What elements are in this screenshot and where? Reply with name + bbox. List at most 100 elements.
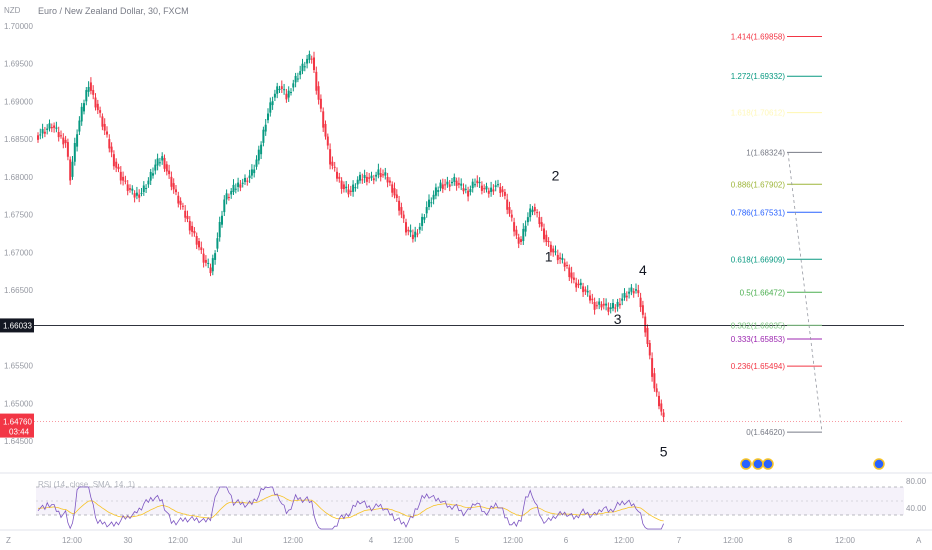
- candle-body: [101, 116, 104, 127]
- candle-body: [179, 200, 182, 205]
- candle-body: [138, 194, 141, 198]
- candle-body: [547, 241, 550, 243]
- x-tick-label: 6: [564, 536, 569, 545]
- candle-body: [423, 216, 426, 220]
- candle-body: [370, 175, 373, 178]
- candle-body: [538, 217, 541, 224]
- right-corner-label[interactable]: A: [916, 536, 922, 545]
- candle-body: [467, 190, 470, 197]
- candle-body: [211, 258, 214, 272]
- candle-body: [524, 225, 527, 232]
- candle-body: [460, 183, 463, 186]
- candle-body: [333, 166, 336, 168]
- candle-body: [170, 176, 173, 187]
- candle-body: [239, 184, 242, 188]
- candle-body: [161, 156, 164, 161]
- candle-body: [515, 229, 518, 236]
- candle-body: [83, 103, 85, 112]
- candle-body: [96, 103, 99, 111]
- candle-body: [637, 290, 640, 294]
- fib-level-label: 1.272(1.69332): [731, 72, 786, 81]
- candle-body: [135, 192, 138, 196]
- candle-body: [85, 90, 88, 102]
- candle-body: [522, 228, 525, 242]
- candle-body: [655, 388, 658, 393]
- candle-body: [639, 297, 642, 308]
- candle-body: [48, 123, 51, 129]
- candle-body: [271, 101, 274, 106]
- candle-body: [503, 191, 506, 196]
- candle-body: [99, 110, 102, 113]
- candle-body: [377, 169, 380, 175]
- event-icon: [740, 458, 752, 470]
- candle-body: [612, 302, 614, 309]
- candle-body: [577, 283, 580, 286]
- candle-body: [368, 177, 371, 179]
- candle-body: [299, 71, 302, 75]
- candle-body: [126, 184, 129, 191]
- candle-body: [384, 172, 387, 176]
- candle-body: [361, 179, 364, 181]
- candle-body: [209, 267, 212, 274]
- candle-body: [439, 182, 442, 189]
- candle-body: [407, 229, 410, 232]
- y-tick-label: 1.69500: [4, 60, 33, 69]
- candle-body: [149, 171, 152, 181]
- candle-body: [455, 180, 458, 186]
- candle-body: [591, 298, 594, 301]
- candle-body: [549, 244, 552, 253]
- candle-body: [202, 253, 205, 263]
- x-tick-label: 12:00: [62, 536, 83, 545]
- candle-body: [313, 57, 315, 71]
- candle-body: [250, 169, 253, 176]
- y-tick-label: 1.65000: [4, 399, 33, 408]
- candle-body: [200, 247, 203, 251]
- candle-body: [365, 176, 368, 182]
- candle-body: [165, 164, 168, 172]
- candle-body: [372, 178, 375, 181]
- candle-body: [536, 212, 539, 214]
- x-tick-label: 30: [124, 536, 133, 545]
- candle-body: [506, 199, 509, 210]
- candle-body: [593, 301, 596, 310]
- candle-body: [575, 282, 578, 288]
- candle-body: [517, 237, 520, 244]
- candle-body: [225, 193, 228, 200]
- rsi-tick-label: 40.00: [906, 504, 927, 513]
- candle-body: [476, 180, 479, 184]
- candle-body: [292, 83, 295, 88]
- left-corner-label[interactable]: Z: [6, 536, 11, 545]
- candle-body: [641, 305, 644, 315]
- candle-body: [154, 164, 157, 171]
- candle-body: [216, 238, 219, 249]
- candle-body: [43, 131, 46, 134]
- x-tick-label: 7: [677, 536, 682, 545]
- candle-body: [50, 126, 53, 129]
- y-tick-label: 1.70000: [4, 22, 33, 31]
- candle-body: [234, 188, 237, 190]
- candle-body: [446, 181, 449, 185]
- candle-body: [653, 373, 656, 389]
- fib-level-label: 0.618(1.66909): [731, 255, 786, 264]
- candle-body: [582, 286, 585, 293]
- candle-body: [621, 298, 624, 301]
- x-tick-label: 4: [369, 536, 374, 545]
- candle-body: [614, 307, 617, 309]
- candle-body: [552, 248, 555, 253]
- wave-label: 1: [545, 248, 553, 264]
- candle-body: [269, 102, 272, 113]
- candle-body: [193, 230, 196, 234]
- x-tick-label: 12:00: [393, 536, 414, 545]
- candle-body: [563, 262, 566, 267]
- candle-body: [322, 111, 325, 128]
- candle-body: [69, 159, 72, 181]
- crosshair-price-label: 1.66033: [3, 321, 32, 330]
- candle-body: [646, 327, 649, 344]
- candle-body: [145, 188, 148, 190]
- fib-trend-line: [787, 152, 823, 433]
- candle-body: [345, 186, 348, 189]
- candle-body: [469, 189, 472, 192]
- candle-body: [492, 189, 495, 192]
- x-tick-label: 12:00: [283, 536, 304, 545]
